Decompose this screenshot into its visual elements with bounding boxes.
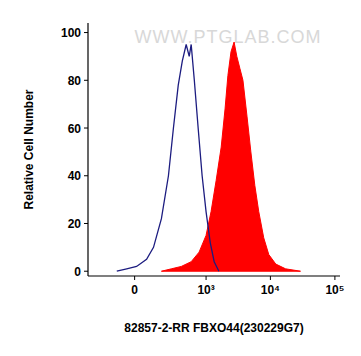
watermark: WWW.PTGLAB.COM bbox=[135, 27, 322, 47]
y-tick-label: 0 bbox=[74, 265, 81, 279]
x-tick-label: 0 bbox=[131, 283, 138, 297]
y-axis-label: Relative Cell Number bbox=[22, 89, 36, 209]
x-tick-label: 10⁴ bbox=[261, 283, 280, 297]
x-tick-label: 10³ bbox=[197, 283, 214, 297]
y-tick-label: 40 bbox=[68, 169, 82, 183]
histogram-area bbox=[161, 42, 300, 271]
y-tick bbox=[84, 32, 88, 33]
y-axis bbox=[87, 23, 88, 276]
x-axis-label: 82857-2-RR FBXO44(230229G7) bbox=[124, 321, 303, 335]
x-tick bbox=[134, 276, 135, 280]
x-tick bbox=[206, 276, 207, 280]
x-axis bbox=[88, 275, 340, 276]
x-tick bbox=[334, 276, 335, 280]
y-tick-label: 60 bbox=[68, 122, 82, 136]
y-tick bbox=[84, 128, 88, 129]
y-tick bbox=[84, 175, 88, 176]
y-tick bbox=[84, 80, 88, 81]
x-tick-label: 10⁵ bbox=[325, 283, 344, 297]
plot-area bbox=[117, 42, 301, 271]
y-tick bbox=[84, 223, 88, 224]
histogram-line bbox=[117, 44, 219, 271]
y-tick bbox=[84, 271, 88, 272]
y-tick-label: 80 bbox=[68, 74, 82, 88]
x-tick bbox=[270, 276, 271, 280]
y-tick-label: 100 bbox=[61, 26, 81, 40]
chart: WWW.PTGLAB.COM 0 20 40 60 80 100 0 10³ 10⁴ 10⁵ 8285… bbox=[0, 0, 361, 356]
y-tick-label: 20 bbox=[68, 217, 82, 231]
